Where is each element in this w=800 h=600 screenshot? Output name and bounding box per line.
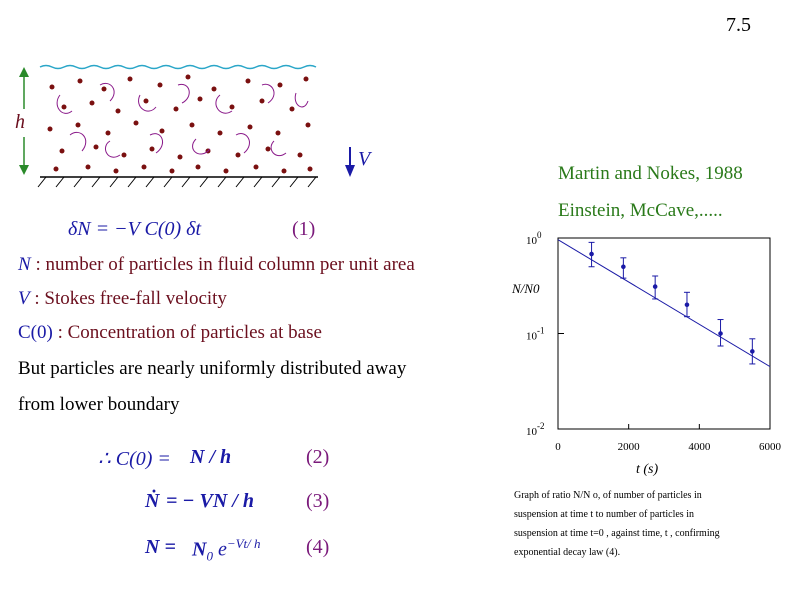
- eq3-rhs: = − VN / h: [166, 490, 254, 512]
- slide-number: 7.5: [726, 14, 751, 36]
- v-label: V: [358, 148, 373, 170]
- def-n-symbol: N: [18, 254, 31, 275]
- base-hatching: [37, 176, 317, 188]
- eq1-lhs: δN: [68, 218, 91, 240]
- point-marker: [621, 264, 626, 270]
- caption-line-1: Graph of ratio N/N o, of number of parti…: [514, 490, 702, 501]
- eq2-number: (2): [306, 446, 330, 468]
- x-tick-label: 6000: [759, 441, 782, 453]
- tick-marks: [557, 237, 771, 430]
- velocity-arrow: [345, 147, 355, 177]
- y-tick-label: 100: [526, 230, 542, 247]
- data-point: [652, 275, 659, 300]
- eq4-rhs: N0 e−Vt/ h: [192, 536, 261, 565]
- data-point: [749, 338, 756, 365]
- citation-1: Martin and Nokes, 1988: [558, 163, 743, 184]
- equation-1: δN = −V C(0) δt: [68, 218, 201, 241]
- fit-line: [557, 239, 771, 368]
- fluid-surface: [39, 64, 317, 70]
- def-v-symbol: V: [18, 288, 30, 309]
- def-c0-symbol: C(0): [18, 322, 53, 343]
- caption-line-3: suspension at time t=0 , against time, t…: [514, 528, 720, 539]
- def-n-text: : number of particles in fluid column pe…: [30, 254, 415, 275]
- eddies: [56, 83, 309, 158]
- eq4-sub: 0: [206, 548, 213, 564]
- x-tick-label: 0: [555, 441, 561, 453]
- y-tick-labels: 100 10-1 10-2: [526, 230, 545, 438]
- body-text-line-2: from lower boundary: [18, 394, 180, 415]
- y-axis-label: N/N0: [511, 281, 540, 296]
- point-marker: [718, 331, 723, 336]
- eq4-e: e: [217, 538, 227, 561]
- point-marker: [684, 302, 690, 308]
- caption-line-4: exponential decay law (4).: [514, 547, 621, 558]
- y-tick-label: 10-1: [526, 326, 545, 343]
- decay-chart: 100 10-1 10-2 0 2000 4000 6000 N/N0 t (s): [511, 230, 782, 477]
- data-points: [588, 241, 756, 365]
- eq2-rhs: N / h: [190, 446, 232, 468]
- point-marker: [652, 284, 658, 289]
- eq2-expr: ∴ C(0) =: [98, 448, 171, 470]
- particles: [47, 74, 313, 174]
- x-tick-label: 2000: [618, 441, 641, 453]
- x-axis-label: t (s): [636, 462, 659, 477]
- data-point: [717, 319, 724, 347]
- h-label: h: [15, 111, 25, 133]
- eq1-number: (1): [292, 218, 316, 240]
- height-arrow: [19, 67, 29, 175]
- def-v-text: : Stokes free-fall velocity: [29, 288, 227, 309]
- eq3-expr: Ṅ: [145, 490, 160, 512]
- data-point: [588, 241, 595, 268]
- point-marker: [589, 251, 594, 257]
- data-point: [683, 291, 690, 318]
- def-c0-text: : Concentration of particles at base: [52, 322, 322, 343]
- figure-caption: Graph of ratio N/N o, of number of parti…: [514, 486, 720, 562]
- definition-n: N : number of particles in fluid column …: [18, 254, 415, 276]
- definition-c0: C(0) : Concentration of particles at bas…: [18, 322, 322, 344]
- eq4-expr: N =: [145, 536, 176, 558]
- fluid-column-diagram: h V: [15, 64, 373, 188]
- eq3-number: (3): [306, 490, 330, 512]
- y-tick-label: 10-2: [526, 421, 545, 438]
- eq4-number: (4): [306, 536, 330, 558]
- eq4-n0: N: [192, 538, 207, 561]
- x-tick-label: 4000: [688, 441, 711, 453]
- data-point: [620, 257, 627, 279]
- x-tick-labels: 0 2000 4000 6000: [555, 441, 781, 453]
- caption-line-2: suspension at time t to number of partic…: [514, 509, 694, 520]
- point-marker: [750, 349, 755, 354]
- definition-v: V : Stokes free-fall velocity: [18, 288, 227, 310]
- eq4-exponent: −Vt/ h: [226, 536, 261, 551]
- citation-2: Einstein, McCave,.....: [558, 200, 723, 221]
- body-text-line-1: But particles are nearly uniformly distr…: [18, 358, 407, 379]
- eq1-rhs: = −V C(0) δt: [95, 218, 202, 240]
